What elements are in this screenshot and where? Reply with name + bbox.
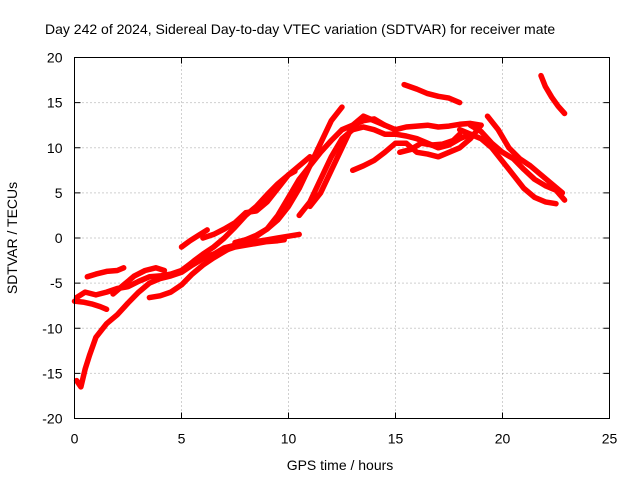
x-tick-label: 10 [281,431,297,447]
y-tick-label: 15 [47,95,63,111]
x-tick-label: 20 [495,431,511,447]
y-tick-label: -15 [42,365,62,381]
y-tick-label: -10 [42,320,62,336]
y-tick-label: 0 [55,230,63,246]
series-trace-9 [200,168,298,241]
y-tick-label: 20 [47,50,63,66]
x-tick-label: 5 [178,431,186,447]
chart-title: Day 242 of 2024, Sidereal Day-to-day VTE… [45,21,555,37]
series-trace-18 [484,113,566,196]
series-trace-5 [110,265,168,297]
x-tick-label: 25 [602,431,618,447]
series-trace-12 [307,113,484,210]
series-trace-19 [538,72,568,117]
y-tick-label: -5 [50,275,63,291]
series-trace-17 [467,122,568,203]
series-trace-14 [397,131,463,156]
y-axis-label: SDTVAR / TECUs [4,182,20,294]
grid [74,57,610,419]
series-trace-15 [401,81,463,106]
series-trace-8 [178,227,210,250]
axis-ticks [74,57,610,419]
series-trace-16 [456,126,559,207]
y-tick-label: 10 [47,140,63,156]
y-tick-label: 5 [55,185,63,201]
y-tick-label: -20 [42,411,62,427]
x-tick-label: 0 [71,431,79,447]
series-trace-4 [84,265,127,280]
series-trace-13 [349,122,484,174]
series-trace-3 [71,298,110,313]
tick-labels: 0 5 10 15 20 25 -20 -15 -10 -5 0 5 10 15 20 [42,50,617,447]
x-axis-label: GPS time / hours [287,457,394,473]
data-series [71,72,568,390]
x-tick-label: 15 [388,431,404,447]
